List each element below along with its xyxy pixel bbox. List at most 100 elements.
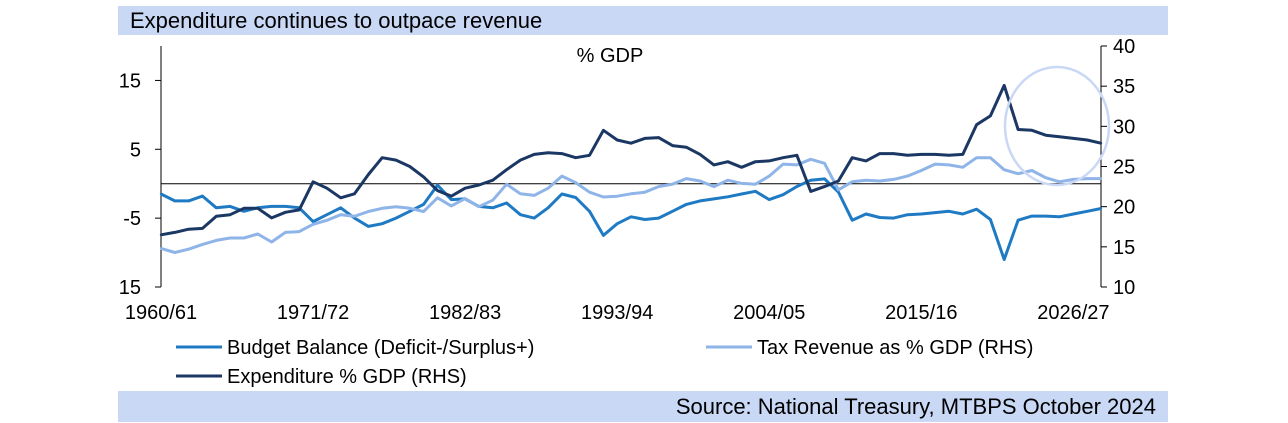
data-point-expenditure [325,187,329,190]
data-point-budget [698,199,702,203]
data-point-expenditure [311,180,315,183]
data-point-expenditure [159,233,163,236]
data-point-tax [463,197,467,200]
data-point-expenditure [1016,128,1020,131]
data-point-budget [215,206,218,209]
data-point-expenditure [920,153,923,156]
data-point-tax [906,174,909,178]
data-point-expenditure [394,158,398,162]
data-point-budget [201,194,204,198]
data-point-budget [906,213,909,216]
data-point-expenditure [892,152,895,155]
data-point-budget [422,203,425,206]
data-point-expenditure [671,144,674,147]
data-point-expenditure [1099,142,1103,145]
data-point-budget [311,220,315,223]
data-point-budget [754,190,757,193]
data-point-budget [989,218,992,221]
data-point-tax [795,163,799,167]
data-point-expenditure [781,156,785,159]
right-axis-tick-label: 10 [1113,277,1135,299]
data-point-tax [837,188,840,191]
data-point-budget [588,210,591,213]
data-point-expenditure [643,137,646,140]
data-point-expenditure [339,196,342,199]
projection-highlight-circle [1003,65,1111,187]
data-point-expenditure [463,187,467,190]
data-point-tax [989,156,992,159]
data-point-expenditure [367,173,370,176]
data-point-tax [920,169,923,172]
x-axis-tick-label: 1960/61 [125,302,197,324]
axes: 15 -5 5 15 10 15 20 25 30 35 40 1960/61 1971/72 1982/… [119,36,1136,324]
data-point-expenditure [215,215,218,218]
data-point-budget [505,201,508,205]
series-line-budget [160,177,1102,261]
data-point-tax [712,185,716,188]
data-point-expenditure [906,154,909,157]
right-axis-tick-label: 30 [1113,116,1135,138]
data-point-expenditure [698,153,702,156]
data-point-expenditure [228,213,232,216]
data-point-budget [781,193,785,196]
right-axis-tick-label: 15 [1113,237,1135,259]
data-point-tax [339,213,342,216]
data-point-tax [242,236,246,240]
data-point-tax [311,223,315,226]
data-point-tax [1072,178,1075,181]
data-point-budget [920,212,923,216]
data-point-budget [491,206,494,209]
data-point-tax [574,181,577,184]
data-point-tax [159,247,163,250]
data-point-expenditure [602,129,605,132]
data-point-tax [878,179,881,183]
data-point-tax [975,156,978,159]
data-point-tax [270,240,273,244]
data-point-budget [381,222,384,225]
data-point-tax [533,194,536,197]
data-point-tax [187,248,190,251]
data-point-expenditure [947,154,951,157]
data-point-budget [436,183,439,187]
data-point-budget [533,216,536,220]
data-point-budget [367,225,370,228]
data-point-expenditure [353,192,356,195]
data-point-tax [588,191,591,194]
x-axis-tick-label: 2004/05 [733,302,805,324]
data-point-expenditure [1003,84,1006,87]
data-point-budget [685,203,688,206]
data-point-tax [228,236,232,240]
data-point-budget [671,210,674,213]
data-point-tax [616,195,619,198]
data-point-budget [837,190,840,194]
data-point-expenditure [242,207,246,210]
data-point-expenditure [270,216,273,220]
chart-title: Expenditure continues to outpace revenue [130,8,543,33]
data-point-expenditure [864,159,868,163]
data-point-budget [1072,212,1075,216]
data-point-tax [851,180,854,183]
data-point-tax [1016,172,1020,175]
data-point-budget [546,206,550,209]
data-point-budget [602,234,605,237]
data-point-budget [1099,207,1103,210]
data-point-budget [187,199,190,203]
data-point-budget [878,216,881,219]
data-point-expenditure [284,211,287,214]
data-point-budget [795,185,799,188]
data-point-expenditure [768,159,771,163]
data-point-budget [284,205,287,208]
left-axis-tick-label: 5 [130,139,141,161]
data-point-budget [1003,258,1006,261]
data-point-budget [159,192,163,196]
data-point-expenditure [754,160,757,163]
data-point-tax [823,162,826,165]
data-point-budget [339,206,342,209]
right-axis-tick-label: 20 [1113,197,1135,219]
right-axis-tick-label: 35 [1113,76,1135,98]
data-point-expenditure [588,154,591,157]
data-point-tax [768,174,771,178]
data-point-tax [519,192,522,195]
data-point-budget [616,222,619,225]
data-point-expenditure [961,153,964,156]
